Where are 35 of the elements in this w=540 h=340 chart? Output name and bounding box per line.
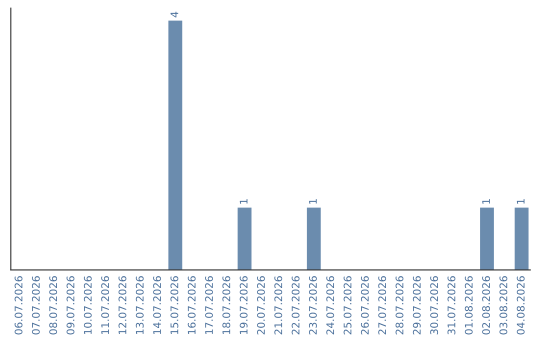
x-tick-label: 27.07.2026 [378,276,386,334]
x-tick-label: 24.07.2026 [326,276,334,334]
x-tick-label: 06.07.2026 [14,276,22,334]
x-tick-label: 20.07.2026 [257,276,265,334]
x-tick-label: 02.08.2026 [482,276,490,334]
x-tick-label: 19.07.2026 [240,276,248,334]
x-tick-label: 28.07.2026 [396,276,404,334]
x-tick-label: 23.07.2026 [308,276,317,334]
x-tick-label: 10.07.2026 [84,276,92,334]
x-tick-label: 22.07.2026 [292,276,300,334]
x-tick-label: 29.07.2026 [412,276,421,334]
data-label: 1 [482,199,490,204]
x-tick-label: 31.07.2026 [448,276,456,334]
x-tick-label: 18.07.2026 [222,276,230,334]
x-tick-label: 16.07.2026 [188,276,196,334]
x-tick-label: 08.07.2026 [49,276,58,334]
data-label: 1 [240,199,248,204]
data-label: 1 [309,199,317,204]
data-label: 1 [516,199,524,204]
x-tick-label: 04.08.2026 [516,276,525,334]
x-tick-label: 15.07.2026 [170,276,178,334]
x-tick-label: 21.07.2026 [274,276,282,334]
x-tick-label: 26.07.2026 [360,276,369,334]
x-tick-label: 25.07.2026 [344,276,352,334]
x-tick-label: 03.08.2026 [499,276,508,334]
x-tick-label: 14.07.2026 [153,276,162,334]
x-tick-label: 07.07.2026 [32,276,40,334]
data-label: 4 [170,12,178,18]
x-tick-label: 12.07.2026 [118,276,126,334]
x-tick-label: 17.07.2026 [205,276,213,334]
x-tick-label: 13.07.2026 [136,276,144,334]
x-tick-label: 30.07.2026 [430,276,438,334]
x-tick-label: 09.07.2026 [66,276,74,334]
x-tick-label: 11.07.2026 [101,276,110,334]
x-tick-label: 01.08.2026 [464,276,473,334]
